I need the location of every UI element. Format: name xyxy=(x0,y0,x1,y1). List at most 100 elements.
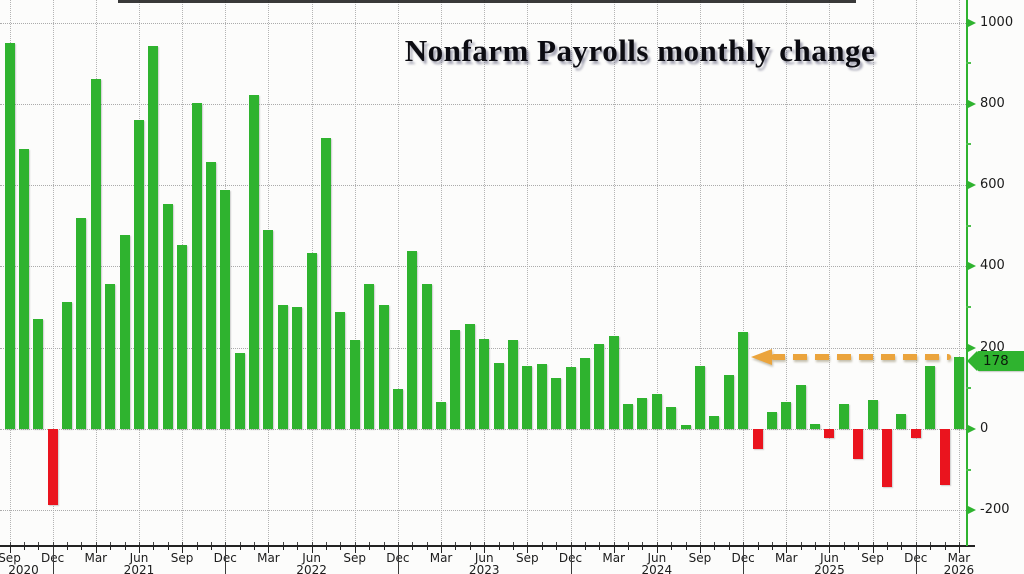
bar xyxy=(752,429,763,449)
x-tick-year-label: 2026 xyxy=(943,563,975,574)
bar xyxy=(637,398,648,429)
x-minor-uptick xyxy=(771,542,773,545)
bar xyxy=(277,305,288,429)
x-minor-uptick xyxy=(829,542,831,545)
x-minor-uptick xyxy=(110,542,112,545)
x-minor-uptick xyxy=(426,542,428,545)
x-minor-uptick xyxy=(354,542,356,545)
bar xyxy=(234,352,245,429)
horizontal-gridline xyxy=(0,266,966,268)
x-tick-month-label: Jun xyxy=(129,551,149,565)
y-tick-arrow-icon xyxy=(968,99,976,108)
x-tick-year-label: 2024 xyxy=(641,563,673,574)
bar xyxy=(436,402,447,429)
x-minor-uptick xyxy=(512,542,514,545)
x-minor-tick xyxy=(944,547,946,550)
x-minor-uptick xyxy=(599,542,601,545)
bar xyxy=(162,204,173,429)
x-quarter-tick xyxy=(786,547,788,553)
x-tick-month-label: Sep xyxy=(170,551,194,565)
x-minor-uptick xyxy=(613,542,615,545)
vertical-gridline xyxy=(872,0,874,545)
x-quarter-tick xyxy=(9,547,11,553)
bar xyxy=(709,416,720,429)
x-quarter-tick xyxy=(311,547,313,553)
x-minor-tick xyxy=(297,547,299,550)
vertical-gridline xyxy=(52,0,54,545)
x-minor-uptick xyxy=(225,542,227,545)
x-minor-tick xyxy=(843,547,845,550)
bar xyxy=(133,120,144,429)
bar xyxy=(694,365,705,429)
y-tick-arrow-icon xyxy=(968,262,976,271)
year-separator xyxy=(225,547,227,574)
bar xyxy=(292,306,303,429)
bar xyxy=(594,344,605,429)
x-minor-uptick xyxy=(441,542,443,545)
x-minor-tick xyxy=(124,547,126,550)
x-tick-month-label: Jun xyxy=(474,551,494,565)
y-tick-arrow-icon xyxy=(968,18,976,27)
y-tick-arrow-icon xyxy=(968,181,976,190)
y-tick-label: 1000 xyxy=(980,14,1014,30)
x-minor-tick xyxy=(153,547,155,550)
x-quarter-tick xyxy=(656,547,658,553)
x-minor-uptick xyxy=(556,542,558,545)
x-minor-uptick xyxy=(383,542,385,545)
x-tick-month-label: Mar xyxy=(774,551,798,565)
x-minor-uptick xyxy=(325,542,327,545)
y-tick-arrow-icon xyxy=(968,425,976,433)
x-minor-uptick xyxy=(340,542,342,545)
x-minor-uptick xyxy=(642,542,644,545)
x-minor-uptick xyxy=(699,542,701,545)
x-minor-tick xyxy=(498,547,500,550)
bar xyxy=(335,311,346,429)
x-axis-line xyxy=(0,545,975,547)
x-minor-tick xyxy=(325,547,327,550)
x-minor-tick xyxy=(239,547,241,550)
x-tick-month-label: Jun xyxy=(820,551,839,565)
horizontal-gridline xyxy=(0,103,966,105)
vertical-gridline xyxy=(570,0,572,545)
x-minor-tick xyxy=(901,547,903,550)
x-minor-tick xyxy=(628,547,630,550)
x-minor-tick xyxy=(556,547,558,550)
bar xyxy=(18,148,29,429)
y-tick-arrow-icon xyxy=(968,506,976,515)
x-minor-uptick xyxy=(915,542,917,545)
year-separator xyxy=(743,547,745,574)
x-quarter-tick xyxy=(268,547,270,553)
x-minor-tick xyxy=(757,547,759,550)
bar xyxy=(738,331,749,429)
x-minor-uptick xyxy=(656,542,658,545)
x-minor-tick xyxy=(642,547,644,550)
x-minor-tick xyxy=(81,547,83,550)
vertical-gridline xyxy=(699,0,701,545)
year-separator xyxy=(397,547,399,574)
x-tick-month-label: Mar xyxy=(84,551,108,565)
x-tick-year-label: 2020 xyxy=(8,563,39,574)
x-minor-uptick xyxy=(254,542,256,545)
x-minor-uptick xyxy=(38,542,40,545)
x-minor-uptick xyxy=(886,542,888,545)
x-minor-tick xyxy=(800,547,802,550)
bar xyxy=(651,394,662,429)
bar xyxy=(119,234,130,429)
x-minor-uptick xyxy=(297,542,299,545)
x-minor-uptick xyxy=(282,542,284,545)
vertical-gridline xyxy=(354,0,356,545)
y-tick-label: 200 xyxy=(980,339,1005,355)
bar xyxy=(177,244,188,429)
x-minor-uptick xyxy=(685,542,687,545)
x-tick-month-label: Mar xyxy=(257,551,280,565)
bar xyxy=(766,411,777,429)
x-minor-tick xyxy=(771,547,773,550)
x-tick-month-label: Sep xyxy=(688,551,712,565)
x-minor-tick xyxy=(512,547,514,550)
bar xyxy=(881,429,892,487)
x-minor-uptick xyxy=(527,542,529,545)
y-minor-tick xyxy=(966,62,971,65)
bar xyxy=(795,384,806,429)
x-minor-uptick xyxy=(196,542,198,545)
bar xyxy=(608,335,619,429)
